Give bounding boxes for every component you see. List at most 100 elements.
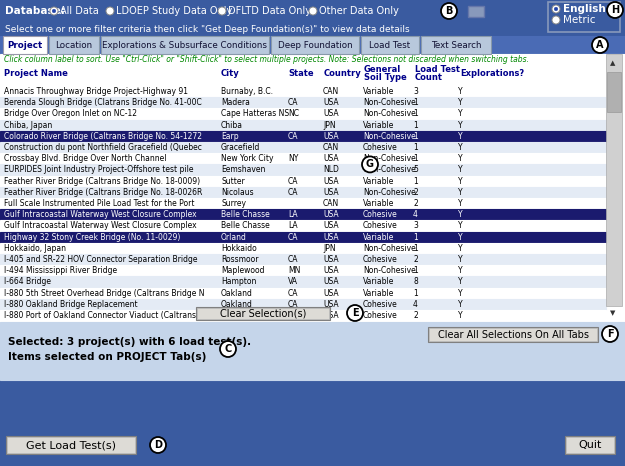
Text: C: C [224, 344, 232, 354]
Text: 1: 1 [413, 154, 418, 163]
Circle shape [150, 437, 166, 453]
Text: 2: 2 [413, 199, 418, 208]
Bar [49, 36, 99, 54]
Text: USA: USA [323, 300, 339, 309]
Text: Burnaby, B.C.: Burnaby, B.C. [221, 87, 273, 96]
Circle shape [552, 16, 560, 24]
Bar [428, 327, 598, 342]
Text: Feather River Bridge (Caltrans Bridge No. 18-0009): Feather River Bridge (Caltrans Bridge No… [4, 177, 200, 185]
Bar [0, 120, 606, 131]
Text: G: G [366, 159, 374, 170]
Text: Hokkaido, Japan: Hokkaido, Japan [4, 244, 66, 253]
Text: ▲: ▲ [610, 60, 616, 66]
Text: Rossmoor: Rossmoor [221, 255, 259, 264]
Text: USA: USA [323, 210, 339, 219]
Text: Click column label to sort. Use "Ctrl-Click" or "Shift-Click" to select multiple: Click column label to sort. Use "Ctrl-Cl… [4, 55, 529, 64]
Text: 5: 5 [413, 165, 418, 174]
Text: Bridge Over Oregon Inlet on NC-12: Bridge Over Oregon Inlet on NC-12 [4, 110, 137, 118]
Text: 4: 4 [413, 210, 418, 219]
Text: USA: USA [323, 221, 339, 231]
Text: Full Scale Instrumented Pile Load Test for the Port: Full Scale Instrumented Pile Load Test f… [4, 199, 194, 208]
Bar [0, 232, 606, 243]
Text: Annacis Throughway Bridge Project-Highway 91: Annacis Throughway Bridge Project-Highwa… [4, 87, 188, 96]
Text: JPN: JPN [323, 244, 336, 253]
Text: NLD: NLD [323, 165, 339, 174]
Text: Country: Country [324, 69, 362, 78]
Text: All Data: All Data [60, 6, 99, 16]
Circle shape [347, 305, 363, 321]
Text: Select one or more filter criteria then click "Get Deep Foundation(s)" to view d: Select one or more filter criteria then … [5, 25, 409, 34]
Bar [0, 187, 606, 198]
Text: 2: 2 [413, 311, 418, 320]
Text: CAN: CAN [323, 87, 339, 96]
Circle shape [50, 7, 58, 15]
Text: Y: Y [458, 255, 462, 264]
Text: Location: Location [56, 41, 92, 49]
Bar [0, 36, 625, 54]
Text: Get Load Test(s): Get Load Test(s) [26, 440, 116, 450]
Text: Other Data Only: Other Data Only [319, 6, 399, 16]
Circle shape [592, 37, 608, 53]
Text: Text Search: Text Search [431, 41, 481, 49]
Text: USA: USA [323, 289, 339, 298]
Bar [429, 328, 597, 341]
Text: Variable: Variable [363, 289, 394, 298]
Text: Y: Y [458, 165, 462, 174]
Text: 1: 1 [413, 121, 418, 130]
Text: Y: Y [458, 277, 462, 287]
Bar [3, 36, 47, 54]
Text: MN: MN [288, 266, 301, 275]
Text: 1: 1 [413, 177, 418, 185]
Circle shape [362, 157, 378, 172]
Text: USA: USA [323, 177, 339, 185]
Text: CAN: CAN [323, 199, 339, 208]
Text: Chiba, Japan: Chiba, Japan [4, 121, 52, 130]
Bar [0, 23, 625, 36]
Bar [0, 254, 606, 265]
Text: 2: 2 [413, 255, 418, 264]
Bar [361, 36, 419, 54]
Text: 1: 1 [413, 98, 418, 107]
Text: Non-Cohesive: Non-Cohesive [363, 132, 416, 141]
Text: USA: USA [323, 154, 339, 163]
Bar [566, 437, 614, 453]
Bar [101, 36, 269, 54]
Text: Oakland: Oakland [221, 311, 253, 320]
Circle shape [309, 7, 317, 15]
Circle shape [607, 2, 623, 18]
Text: Y: Y [458, 87, 462, 96]
Bar [0, 209, 606, 220]
Text: CA: CA [288, 98, 299, 107]
Text: I-880 5th Street Overhead Bridge (Caltrans Bridge N: I-880 5th Street Overhead Bridge (Caltra… [4, 289, 204, 298]
Text: Variable: Variable [363, 233, 394, 242]
Text: I-664 Bridge: I-664 Bridge [4, 277, 51, 287]
Text: CA: CA [288, 177, 299, 185]
Text: CA: CA [288, 233, 299, 242]
Text: Cohesive: Cohesive [363, 210, 398, 219]
Text: 1: 1 [413, 110, 418, 118]
Text: General: General [364, 66, 401, 75]
Text: 8: 8 [413, 277, 418, 287]
Text: CA: CA [288, 255, 299, 264]
Text: 4: 4 [413, 300, 418, 309]
Text: Y: Y [458, 311, 462, 320]
Circle shape [552, 5, 560, 13]
Text: USA: USA [323, 110, 339, 118]
Text: CAN: CAN [323, 143, 339, 152]
Bar [565, 436, 615, 454]
Text: USA: USA [323, 98, 339, 107]
Bar [0, 97, 606, 109]
Bar [0, 288, 606, 299]
Text: Project Name: Project Name [4, 69, 68, 78]
Text: City: City [221, 69, 240, 78]
Text: 3: 3 [413, 221, 418, 231]
Text: Y: Y [458, 188, 462, 197]
Bar [0, 299, 606, 310]
Text: EURPIDES Joint Industry Project-Offshore test pile: EURPIDES Joint Industry Project-Offshore… [4, 165, 194, 174]
Text: Non-Cohesive: Non-Cohesive [363, 110, 416, 118]
Text: Earp: Earp [221, 132, 239, 141]
Bar [0, 265, 606, 276]
Text: Explorations & Subsurface Conditions: Explorations & Subsurface Conditions [102, 41, 268, 49]
Text: Belle Chasse: Belle Chasse [221, 210, 270, 219]
Text: LA: LA [288, 221, 298, 231]
